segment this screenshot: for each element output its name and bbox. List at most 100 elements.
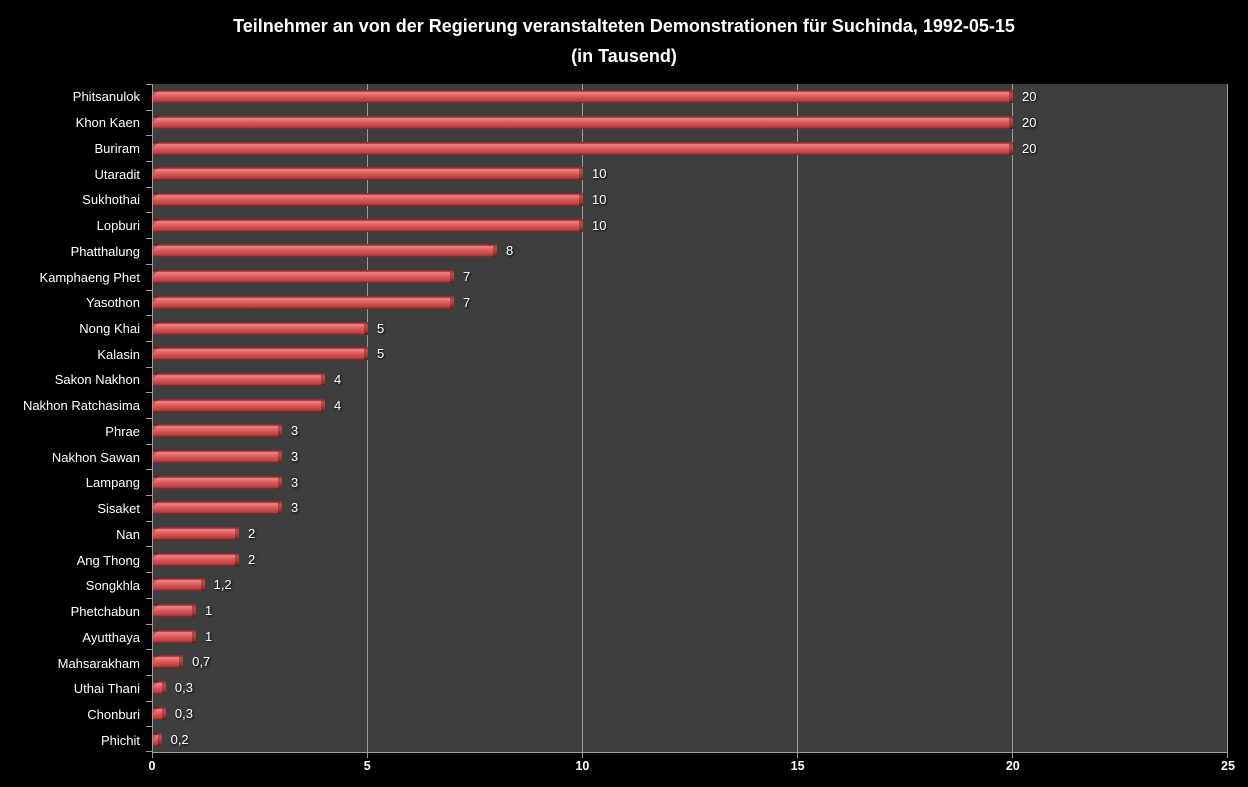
value-label: 10 [592, 166, 607, 182]
bar-chonburi [153, 706, 166, 720]
gridline [1012, 84, 1013, 752]
value-label: 2 [248, 526, 256, 542]
x-axis-tick-labels: 0 5 10 15 20 25 [149, 759, 1235, 779]
chart-title-line1: Teilnehmer an von der Regierung veransta… [233, 16, 1015, 36]
y-axis-tick [146, 392, 152, 394]
category-label: Uthai Thani [73, 681, 140, 697]
y-axis-tick [146, 135, 152, 137]
y-axis-tick [146, 546, 152, 548]
bar-sukhothai [153, 193, 583, 207]
category-label: Mahsarakham [57, 655, 140, 671]
y-axis-tick [146, 238, 152, 240]
bar-row: 3 [153, 495, 1228, 521]
bar-nakhon-ratchasima [153, 398, 325, 412]
bar-kamphaeng-phet [153, 270, 454, 284]
bar-sakon-nakhon [153, 372, 325, 386]
y-axis-tick [146, 520, 152, 522]
bar-nong-khai [153, 321, 368, 335]
y-axis-tick [146, 674, 152, 676]
bar-phrae [153, 424, 282, 438]
value-label: 20 [1022, 140, 1037, 156]
chart-title-line2: (in Tausend) [571, 46, 677, 66]
bar-phitsanulok [153, 90, 1013, 104]
y-axis-tick [146, 418, 152, 419]
value-label: 4 [334, 397, 342, 413]
x-axis-tick [582, 753, 583, 758]
category-label: Phrae [105, 423, 140, 439]
bar-mahsarakham [153, 655, 184, 669]
bar-row: 3 [153, 444, 1228, 470]
bar-row: 0,2 [153, 726, 1228, 752]
bar-row: 20 [153, 110, 1228, 136]
value-label: 7 [463, 294, 471, 310]
plot-area: 20 20 20 10 10 10 8 7 7 5 5 4 4 3 3 3 3 2 2 1,2 1 1 0,7 0,3 0,3 0… [146, 84, 1228, 758]
y-axis-tick [146, 597, 152, 599]
bar-lampang [153, 475, 282, 489]
bar-kalasin [153, 347, 368, 361]
y-axis-tick [146, 263, 152, 265]
y-axis-tick [146, 572, 152, 574]
x-axis-tick-label: 25 [1221, 759, 1235, 773]
value-label: 2 [248, 551, 256, 567]
category-label: Kalasin [97, 346, 140, 362]
category-label: Yasothon [86, 295, 140, 311]
x-axis-tick-label: 20 [1005, 759, 1020, 773]
value-label: 0,7 [192, 654, 211, 670]
bar-songkhla [153, 578, 205, 592]
x-axis-tick [367, 753, 368, 758]
y-axis-tick [146, 726, 152, 728]
x-axis-tick-label: 5 [363, 759, 371, 773]
value-label: 5 [377, 320, 385, 336]
bar-utaradit [153, 167, 583, 181]
chart-title: Teilnehmer an von der Regierung veransta… [0, 11, 1248, 71]
value-label: 3 [291, 474, 299, 490]
value-label: 0,3 [174, 705, 193, 721]
x-axis-tick [797, 753, 798, 758]
bar-row: 10 [153, 187, 1228, 213]
category-label: Nakhon Sawan [51, 449, 140, 465]
x-axis-tick [152, 753, 153, 758]
bar-row: 2 [153, 546, 1228, 572]
y-axis-tick [146, 84, 152, 85]
category-label: Sukhothai [82, 192, 140, 208]
category-label: Phetchabun [70, 604, 140, 620]
category-label: Nan [116, 526, 140, 542]
category-label: Khon Kaen [75, 115, 140, 131]
bar-row: 20 [153, 135, 1228, 161]
value-label: 10 [592, 217, 607, 233]
category-label: Utaradit [94, 166, 140, 182]
category-label: Buriram [94, 140, 140, 156]
value-label: 20 [1022, 115, 1037, 131]
gridline [1227, 84, 1228, 752]
value-label: 5 [377, 346, 385, 362]
category-label: Nakhon Ratchasima [22, 398, 140, 414]
value-label: 3 [291, 500, 299, 516]
bar-buriram [153, 141, 1013, 155]
category-label: Sakon Nakhon [54, 372, 140, 388]
y-axis-category-labels: Phitsanulok Khon Kaen Buriram Utaradit Sukho… [0, 84, 140, 753]
value-label: 3 [291, 448, 299, 464]
value-label: 1 [205, 628, 213, 644]
category-label: Sisaket [97, 501, 140, 517]
bar-row: 10 [153, 212, 1228, 238]
y-axis-tick [146, 495, 152, 497]
y-axis-tick [146, 186, 152, 188]
bar-row: 0,3 [153, 701, 1228, 727]
bar-row: 5 [153, 341, 1228, 367]
value-label: 8 [506, 243, 514, 259]
bar-row: 0,7 [153, 649, 1228, 675]
bar-row: 1 [153, 598, 1228, 624]
bar-lopburi [153, 218, 583, 232]
bar-ang-thong [153, 552, 239, 566]
bar-row: 1,2 [153, 572, 1228, 598]
category-label: Lampang [85, 475, 140, 491]
gridline [582, 84, 583, 752]
x-axis-tick [1012, 753, 1013, 758]
y-axis-tick [146, 623, 152, 625]
bar-phatthalung [153, 244, 497, 258]
y-axis-tick [146, 700, 152, 702]
y-axis-tick [146, 161, 152, 163]
category-label: Nong Khai [79, 320, 140, 336]
bar-ayutthaya [153, 629, 196, 643]
gridline [367, 84, 368, 752]
